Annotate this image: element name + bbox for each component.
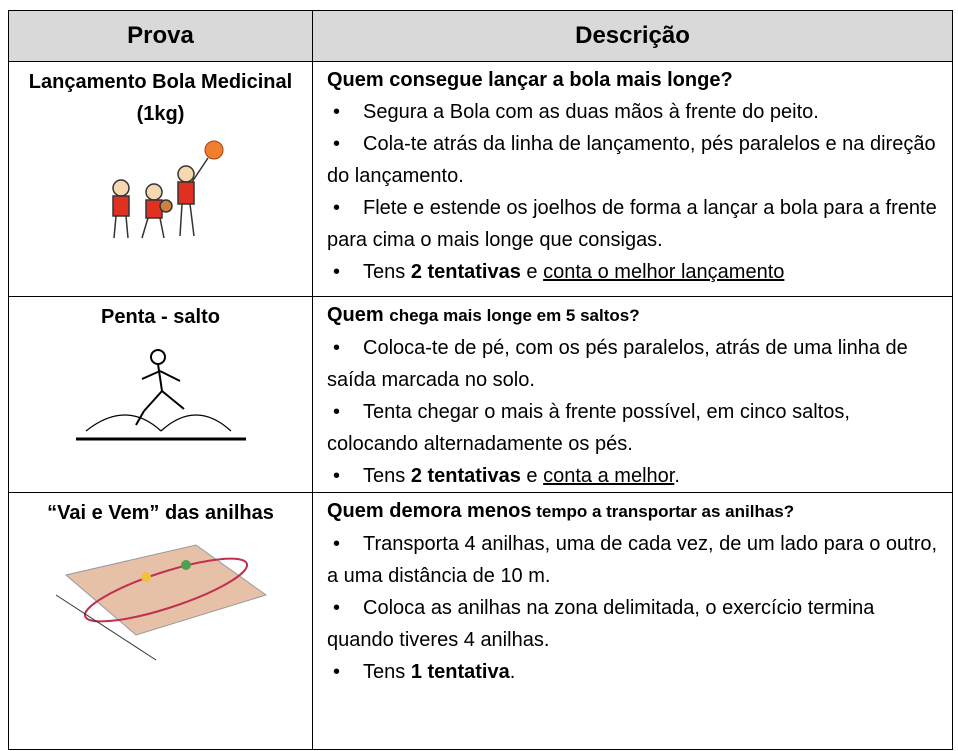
prova-name: Lançamento Bola Medicinal (1kg) xyxy=(28,71,293,125)
text-run: 2 tentativas xyxy=(410,261,521,283)
description-cell: Quem chega mais longe em 5 saltos? Coloca… xyxy=(312,296,953,493)
prova-cell: Penta - salto xyxy=(8,296,313,493)
prova-name: “Vai e Vem” das anilhas xyxy=(47,502,274,524)
description-heading: Quem demora menos tempo a transportar as… xyxy=(327,495,942,528)
bullet-item: Transporta 4 anilhas, uma de cada vez, d… xyxy=(327,528,942,592)
table-row: “Vai e Vem” das anilhas Quem demora meno… xyxy=(8,492,953,750)
prova-name: Penta - salto xyxy=(101,306,220,328)
description-cell: Quem demora menos tempo a transportar as… xyxy=(312,492,953,750)
bullet-item: Segura a Bola com as duas mãos à frente … xyxy=(327,96,942,128)
text-run: tempo a transportar as anilhas? xyxy=(531,502,795,521)
text-run: Segura a Bola com as duas mãos à frente … xyxy=(363,101,819,123)
prova-cell: “Vai e Vem” das anilhas xyxy=(8,492,313,750)
text-run: Transporta 4 anilhas, uma de cada vez, d… xyxy=(327,533,938,587)
text-run: conta o melhor lançamento xyxy=(543,261,785,283)
bullet-item: Tens 1 tentativa. xyxy=(327,656,942,688)
events-table: Prova Descrição Lançamento Bola Medicina… xyxy=(8,10,953,750)
text-run: Tenta chegar o mais à frente possível, e… xyxy=(327,401,850,455)
text-run: Cola-te atrás da linha de lançamento, pé… xyxy=(327,133,936,187)
description-heading: Quem consegue lançar a bola mais longe? xyxy=(327,64,942,96)
text-run: Flete e estende os joelhos de forma a la… xyxy=(327,197,937,251)
bullet-item: Tenta chegar o mais à frente possível, e… xyxy=(327,396,942,460)
text-run: 2 tentativas xyxy=(410,465,521,487)
table-row: Penta - salto Quem chega mais longe em 5… xyxy=(8,296,953,493)
text-run: Quem consegue lançar a bola mais longe? xyxy=(327,69,733,91)
text-run: Tens xyxy=(363,465,411,487)
text-run: e xyxy=(520,465,544,487)
bullet-item: Coloca-te de pé, com os pés paralelos, a… xyxy=(327,332,942,396)
text-run: Tens xyxy=(363,661,411,683)
text-run: chega mais longe em 5 saltos? xyxy=(389,306,640,325)
bullet-item: Tens 2 tentativas e conta a melhor. xyxy=(327,460,942,492)
text-run: Quem demora menos xyxy=(327,500,532,522)
text-run: e xyxy=(520,261,544,283)
text-run: conta a melhor xyxy=(543,465,675,487)
bullet-item: Flete e estende os joelhos de forma a la… xyxy=(327,192,942,256)
illustration xyxy=(55,544,267,661)
bullet-item: Coloca as anilhas na zona delimitada, o … xyxy=(327,592,942,656)
illustration xyxy=(75,349,246,441)
description-heading: Quem chega mais longe em 5 saltos? xyxy=(327,299,942,332)
text-run: Tens xyxy=(363,261,411,283)
table-row: Lançamento Bola Medicinal (1kg) Quem con… xyxy=(8,61,953,297)
prova-cell: Lançamento Bola Medicinal (1kg) xyxy=(8,61,313,297)
text-run: Coloca as anilhas na zona delimitada, o … xyxy=(327,597,875,651)
illustration xyxy=(111,140,223,239)
header-cell: Descrição xyxy=(312,10,953,62)
text-run: . xyxy=(509,661,516,683)
table-body: Lançamento Bola Medicinal (1kg) Quem con… xyxy=(8,61,953,750)
text-run: Quem xyxy=(327,304,390,326)
text-run: 1 tentativa xyxy=(410,661,510,683)
text-run: . xyxy=(674,465,680,487)
description-cell: Quem consegue lançar a bola mais longe? S… xyxy=(312,61,953,297)
bullet-item: Tens 2 tentativas e conta o melhor lança… xyxy=(327,256,942,288)
bullet-item: Cola-te atrás da linha de lançamento, pé… xyxy=(327,128,942,192)
header-row: Prova Descrição xyxy=(8,10,953,62)
header-cell: Prova xyxy=(8,10,313,62)
text-run: Coloca-te de pé, com os pés paralelos, a… xyxy=(327,337,908,391)
